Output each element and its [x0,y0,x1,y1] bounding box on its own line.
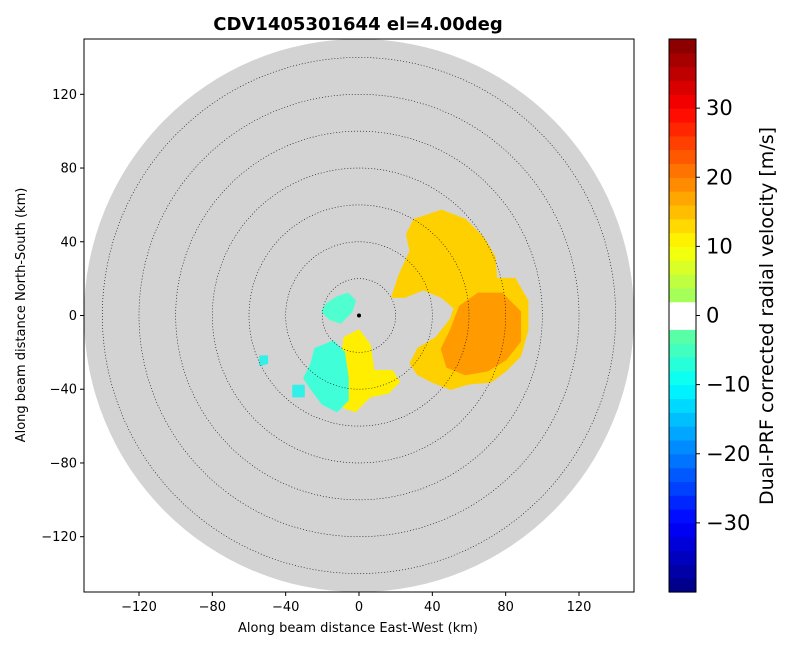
colorbar-level [669,274,696,289]
x-tick-label: −80 [199,600,226,615]
range-ring-80km [212,167,506,464]
colorbar-level [669,522,696,538]
colorbar-level [669,204,696,220]
range-ring-140km [102,57,616,574]
colorbar-level [669,177,696,192]
colorbar-level [669,426,696,441]
colorbar-level [669,163,696,178]
colorbar-level [669,564,696,579]
x-tick-label: 80 [497,600,514,615]
range-ring-100km [175,130,543,501]
colorbar-level [669,578,696,593]
colorbar-level [669,135,696,151]
x-axis: −120 −80 −40 0 40 80 120 [121,592,591,615]
colorbar-level [669,412,696,427]
y-tick-label: −40 [50,383,77,398]
colorbar-level [669,481,696,496]
colorbar-level [669,301,696,317]
colorbar-level [669,536,696,552]
radar-site-marker [357,313,361,318]
y-tick-label: −80 [50,456,77,471]
colorbar-ticks: 30 20 10 0 −10 −20 −30 [696,96,750,535]
colorbar-level [669,260,696,275]
colorbar-level [669,550,696,565]
range-ring-120km [138,94,580,537]
x-tick-label: 40 [424,600,441,615]
colorbar-level [669,94,696,109]
y-tick-label: 120 [52,88,77,103]
colorbar-tick-label: −30 [706,511,750,535]
colorbar-level [669,315,696,330]
y-tick-label: −120 [41,530,77,545]
colorbar-level [669,149,696,165]
colorbar-level [669,39,696,54]
colorbar-level [669,384,696,400]
colorbar-tick-label: −10 [706,373,750,397]
x-tick-label: 120 [567,600,592,615]
colorbar-level [669,52,696,68]
y-axis-label: Along beam distance North-South (km) [14,188,29,443]
colorbar-level [669,246,696,261]
colorbar-level [669,191,696,206]
colorbar-level [669,329,696,344]
colorbar-tick-label: 0 [706,304,719,328]
chart-title: CDV1405301644 el=4.00deg [213,14,502,35]
colorbar-level [669,495,696,510]
range-ring-20km [322,278,396,353]
x-tick-label: −40 [272,600,299,615]
y-tick-label: 80 [60,162,77,177]
echo-small-southwest-echo [292,384,305,398]
range-ring-40km [285,241,433,390]
colorbar-tick-label: −20 [706,442,750,466]
colorbar-level [669,66,696,82]
colorbar-level [669,356,696,372]
y-tick-label: 0 [69,309,77,324]
colorbar-level [669,343,696,358]
colorbar-level [669,453,696,469]
x-tick-label: −120 [121,600,157,615]
colorbar-level [669,108,696,123]
y-axis: −120 −80 −40 0 40 80 120 [41,88,84,545]
colorbar-level [669,232,696,247]
colorbar-level [669,439,696,455]
colorbar-tick-label: 10 [706,234,733,258]
echo-small-west-echo [259,355,269,367]
colorbar-level [669,467,696,482]
colorbar-level [669,121,696,137]
colorbar-level [669,398,696,413]
colorbar-level [669,509,696,524]
colorbar-level [669,370,696,386]
range-ring-60km [248,204,470,427]
x-tick-label: 0 [355,600,363,615]
colorbar-level [669,218,696,234]
echo-near-radar-echo [321,292,357,324]
colorbar-label: Dual-PRF corrected radial velocity [m/s] [756,127,778,505]
colorbar-level [669,80,696,95]
x-axis-label: Along beam distance East-West (km) [238,621,478,636]
colorbar-tick-label: 20 [706,165,733,189]
colorbar-tick-label: 30 [706,96,733,120]
y-tick-label: 40 [60,235,77,250]
colorbar [668,38,697,593]
echo-southwest-cell [303,340,349,413]
plot-layer [84,39,634,592]
colorbar-level [669,287,696,303]
